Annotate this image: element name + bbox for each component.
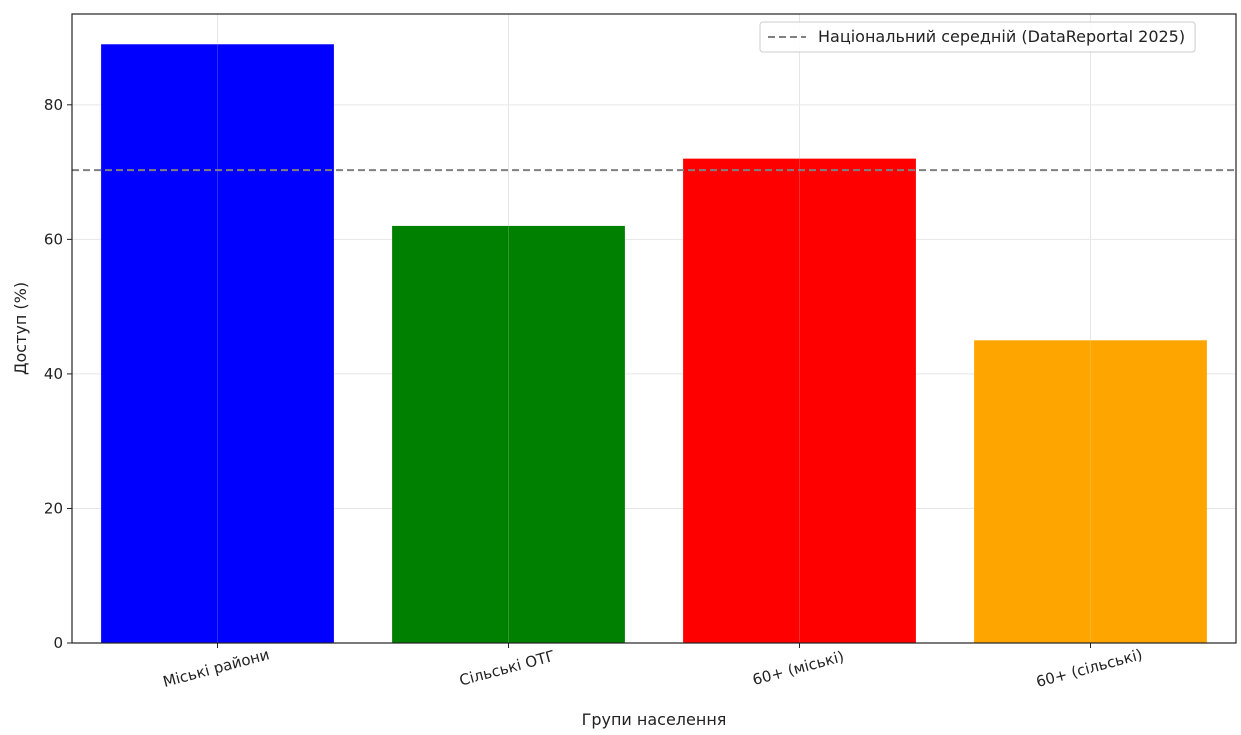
axes-frame xyxy=(71,13,1237,644)
bars xyxy=(101,44,1207,644)
x-tick-label: 60+ (сільські) xyxy=(1034,645,1144,691)
y-axis-label: Доступ (%) xyxy=(11,282,30,375)
y-tick-label: 80 xyxy=(44,96,63,114)
bar xyxy=(683,158,916,644)
y-axis-ticks: 0 20 40 60 80 xyxy=(44,96,72,652)
y-tick-label: 0 xyxy=(53,634,63,652)
x-tick-label: Сільські ОТГ xyxy=(457,647,557,690)
bar xyxy=(974,340,1207,643)
y-tick-label: 40 xyxy=(44,365,63,383)
x-axis-ticks: Міські райони Сільські ОТГ 60+ (міські) 60+… xyxy=(161,643,1144,691)
legend-label: Національний середній (DataReportal 2025… xyxy=(818,27,1185,46)
x-tick-label: 60+ (міські) xyxy=(751,647,846,689)
y-tick-label: 60 xyxy=(44,230,63,248)
x-axis-label: Групи населення xyxy=(582,710,727,729)
x-tick-label: Міські райони xyxy=(161,645,271,691)
legend: Національний середній (DataReportal 2025… xyxy=(759,21,1196,53)
bar xyxy=(392,225,625,643)
y-tick-label: 20 xyxy=(44,499,63,517)
legend-box xyxy=(759,21,1196,53)
bar xyxy=(101,44,334,644)
